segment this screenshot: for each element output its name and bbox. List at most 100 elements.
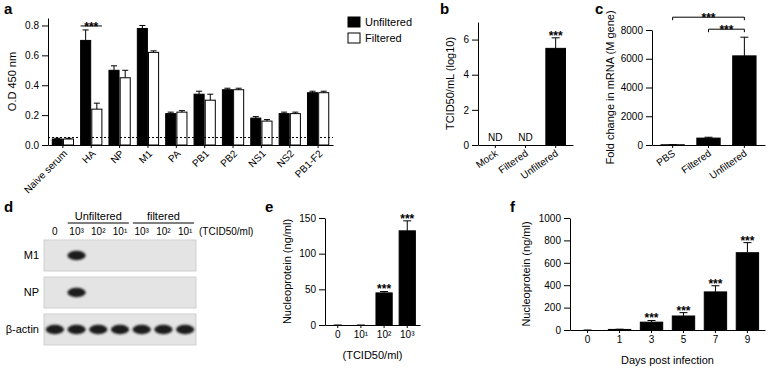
x-tick-label: PB2 <box>218 148 239 169</box>
plot-marks <box>546 38 566 145</box>
bar <box>109 70 119 145</box>
error-bar <box>139 25 145 28</box>
x-tick-label: 7 <box>713 334 719 345</box>
y-tick-mark <box>564 218 570 219</box>
x-tick-label: 5 <box>681 334 687 345</box>
x-tick: 0 <box>585 330 591 345</box>
x-tick-label: Unfiltered <box>519 148 560 182</box>
blot-band <box>176 325 194 334</box>
x-tick-mark <box>525 145 526 148</box>
y-tick-label: 800 <box>544 235 561 246</box>
x-tick-mark <box>651 330 652 333</box>
y-tick-label: 2000 <box>621 111 644 122</box>
x-tick-mark <box>407 325 408 328</box>
y-tick-label: 200 <box>544 302 561 313</box>
blot-band <box>67 325 85 334</box>
blot-band <box>89 325 107 334</box>
y-tick: 100 <box>299 248 325 259</box>
y-tick-mark <box>646 30 652 31</box>
significance-label: *** <box>377 282 391 296</box>
y-tick: 0.2 <box>25 110 48 121</box>
x-tick-mark <box>261 145 262 148</box>
lane-label: 10² <box>91 226 106 237</box>
bar <box>234 90 244 145</box>
significance-label: *** <box>549 29 563 43</box>
x-tick: Unfiltered <box>519 145 560 181</box>
bar <box>399 231 415 325</box>
y-axis-line <box>570 219 571 331</box>
y-tick-label: 6000 <box>621 53 644 64</box>
y-tick: 4000 <box>621 82 652 93</box>
y-tick-mark <box>42 85 48 86</box>
x-tick-label: 10³ <box>400 329 415 340</box>
plot-marks <box>334 221 416 325</box>
error-bar <box>54 138 60 140</box>
error-bar <box>151 51 157 52</box>
bar <box>290 114 300 145</box>
y-tick: 2 <box>463 105 478 116</box>
x-tick-label: 1 <box>617 334 623 345</box>
panel: 0.00.20.40.60.8Naive serumHANPM1PAPB1PB2… <box>6 19 334 196</box>
error-bar <box>94 103 100 109</box>
bar <box>704 292 726 330</box>
x-tick-mark <box>337 325 338 328</box>
bar <box>63 139 73 145</box>
blot-band <box>133 325 151 334</box>
x-tick-mark <box>384 325 385 328</box>
error-bar <box>122 70 128 77</box>
x-tick-label: PBS <box>654 147 677 168</box>
blot-band <box>111 325 129 334</box>
y-tick: 50 <box>305 284 325 295</box>
error-bar <box>224 88 230 89</box>
error-bar <box>740 37 748 56</box>
y-axis: 02000400060008000 <box>621 25 653 151</box>
x-tick-label: 10¹ <box>354 329 369 340</box>
bar <box>376 293 392 325</box>
significance-label: *** <box>740 234 754 248</box>
x-tick: NS2 <box>275 145 297 169</box>
x-tick-label: M1 <box>137 148 155 166</box>
y-axis-title: Nucleoprotein (ng/ml) <box>520 221 532 326</box>
y-axis-title: Fold change in mRNA (M gene) <box>604 10 616 164</box>
bar <box>546 48 566 145</box>
y-tick-mark <box>472 145 478 146</box>
bar <box>92 109 102 145</box>
error-bar <box>65 138 71 140</box>
legend-swatch <box>348 33 360 43</box>
y-axis-title: Nucleoprotein (ng/ml) <box>281 219 293 324</box>
x-tick: 10³ <box>400 325 415 340</box>
significance-label: *** <box>701 11 715 25</box>
x-tick-mark <box>495 145 496 148</box>
bar <box>194 94 204 145</box>
y-tick-mark <box>42 145 48 146</box>
panel-letter: f <box>510 198 516 215</box>
bar <box>672 316 694 330</box>
x-tick-label: 3 <box>649 334 655 345</box>
row-label: M1 <box>24 249 39 261</box>
y-tick-label: 0.0 <box>25 140 39 151</box>
x-tick: 3 <box>649 330 655 345</box>
lane-label: 10³ <box>69 226 84 237</box>
x-tick-mark <box>672 145 673 148</box>
error-bar <box>334 325 342 326</box>
x-axis-title: (TCID50/ml) <box>343 349 403 361</box>
panel: 02004006008001000013579Nucleoprotein (ng… <box>520 213 766 366</box>
x-tick-label: Naive serum <box>22 148 69 195</box>
bar <box>137 28 147 145</box>
x-tick-label: PA <box>166 148 183 165</box>
x-tick-label: NS1 <box>246 148 268 170</box>
y-tick: 0.8 <box>25 20 48 31</box>
panel-letter: b <box>440 0 449 17</box>
plot-marks <box>584 243 759 330</box>
y-tick: 6 <box>463 34 478 45</box>
y-tick: 1000 <box>539 213 570 224</box>
y-tick: 200 <box>544 302 570 313</box>
panel-letter: c <box>595 0 603 17</box>
error-bar <box>111 66 117 70</box>
blot-strip <box>44 314 196 345</box>
y-tick-mark <box>42 25 48 26</box>
legend: UnfilteredFiltered <box>348 16 412 44</box>
y-tick-mark <box>42 115 48 116</box>
significance-label: *** <box>400 212 414 226</box>
y-tick-mark <box>646 145 652 146</box>
